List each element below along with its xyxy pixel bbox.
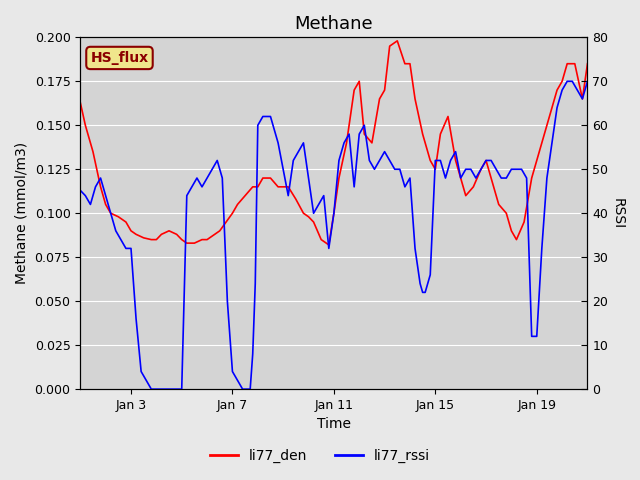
li77_rssi bbox=[371, 167, 378, 172]
Line: li77_rssi: li77_rssi bbox=[80, 81, 588, 389]
li77_den bbox=[394, 38, 401, 44]
li77_rssi bbox=[584, 78, 591, 84]
X-axis label: Time: Time bbox=[317, 418, 351, 432]
li77_rssi bbox=[92, 184, 99, 190]
li77_den bbox=[216, 228, 223, 234]
Y-axis label: RSSI: RSSI bbox=[611, 198, 625, 229]
li77_rssi bbox=[406, 175, 414, 181]
li77_rssi bbox=[76, 188, 84, 193]
li77_den bbox=[584, 61, 591, 67]
li77_den bbox=[292, 196, 300, 202]
li77_den bbox=[381, 87, 388, 93]
li77_rssi bbox=[376, 157, 383, 163]
li77_rssi bbox=[563, 78, 571, 84]
li77_den bbox=[76, 99, 84, 105]
li77_rssi bbox=[421, 289, 429, 295]
li77_den bbox=[325, 242, 333, 248]
Legend: li77_den, li77_rssi: li77_den, li77_rssi bbox=[204, 443, 436, 468]
li77_rssi bbox=[147, 386, 155, 392]
Line: li77_den: li77_den bbox=[80, 41, 588, 245]
li77_den bbox=[462, 193, 470, 199]
li77_rssi bbox=[518, 167, 525, 172]
Title: Methane: Methane bbox=[294, 15, 373, 33]
li77_den bbox=[284, 184, 292, 190]
Text: HS_flux: HS_flux bbox=[90, 51, 148, 65]
Y-axis label: Methane (mmol/m3): Methane (mmol/m3) bbox=[15, 142, 29, 284]
li77_den bbox=[198, 237, 206, 242]
